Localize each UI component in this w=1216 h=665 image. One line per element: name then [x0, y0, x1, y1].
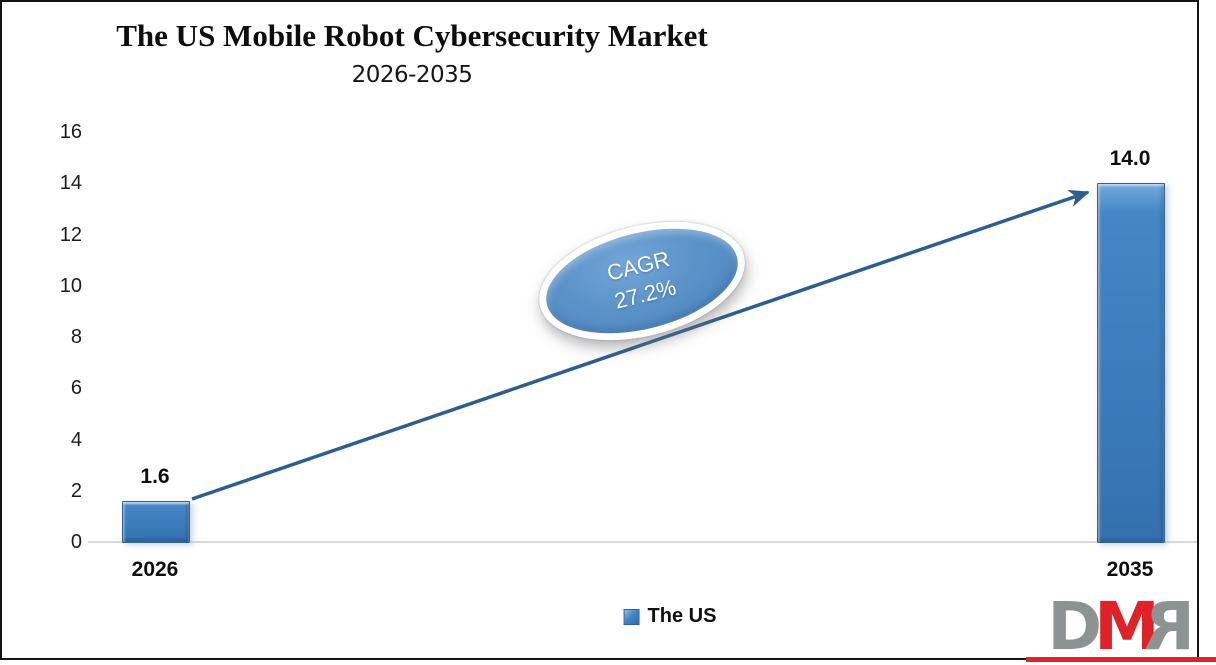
dmr-logo-letters: DMR — [1026, 588, 1216, 665]
y-axis-tick-label: 0 — [70, 531, 82, 553]
dmr-logo: DMR — [1026, 588, 1216, 665]
y-axis-tick-label: 12 — [59, 223, 82, 246]
legend-label: The US — [647, 605, 717, 627]
legend: The US — [623, 605, 717, 628]
bar-2026 — [122, 501, 190, 543]
y-axis-tick-label: 8 — [70, 326, 82, 348]
x-axis-label-2026: 2026 — [131, 558, 179, 581]
logo-letter-m: M — [1094, 588, 1160, 665]
logo-letter-r: R — [1151, 588, 1195, 665]
y-axis-tick-label: 10 — [59, 274, 82, 297]
chart-frame: The US Mobile Robot Cybersecurity Market… — [0, 0, 1199, 660]
page-title: The US Mobile Robot Cybersecurity Market — [116, 18, 708, 53]
y-axis-tick-label: 6 — [70, 377, 82, 400]
bar-2035 — [1097, 183, 1165, 543]
page-subtitle: 2026-2035 — [351, 61, 473, 88]
logo-underline — [1026, 657, 1216, 662]
legend-swatch-icon — [623, 608, 640, 625]
y-axis-tick-label: 16 — [59, 121, 82, 143]
bar-value-label-2035: 14.0 — [1109, 147, 1151, 171]
x-axis-line — [88, 541, 1197, 543]
x-axis-label-2035: 2035 — [1106, 558, 1154, 581]
chart-header: The US Mobile Robot Cybersecurity Market… — [42, 18, 782, 88]
y-axis-tick-label: 2 — [70, 479, 82, 502]
y-axis-tick-label: 4 — [70, 428, 82, 451]
logo-letter-d: D — [1047, 588, 1102, 665]
y-axis-tick-label: 14 — [59, 172, 82, 195]
cagr-ellipse: CAGR 27.2% — [526, 202, 758, 360]
bar-value-label-2026: 1.6 — [140, 465, 170, 488]
